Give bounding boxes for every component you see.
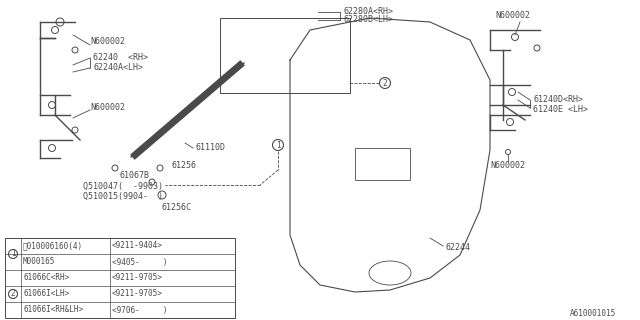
Text: 61066C<RH>: 61066C<RH>	[23, 274, 69, 283]
Circle shape	[159, 130, 164, 135]
Text: 61240E <LH>: 61240E <LH>	[533, 106, 588, 115]
Text: 1: 1	[11, 250, 15, 259]
Text: M000165: M000165	[23, 258, 56, 267]
Text: 61256C: 61256C	[162, 203, 192, 212]
Text: 2: 2	[11, 290, 15, 299]
Circle shape	[221, 76, 227, 81]
Bar	[220, 18, 350, 93]
Text: <9211-9705>: <9211-9705>	[112, 274, 163, 283]
Text: 61067B: 61067B	[120, 171, 150, 180]
Text: 61110D: 61110D	[195, 143, 225, 153]
Text: N600002: N600002	[90, 37, 125, 46]
Text: 61066I<LH>: 61066I<LH>	[23, 290, 69, 299]
Text: 61066I<RH&LH>: 61066I<RH&LH>	[23, 306, 83, 315]
Text: 62280A<RH>: 62280A<RH>	[343, 7, 393, 17]
Text: 62244: 62244	[445, 244, 470, 252]
Text: 61240D<RH>: 61240D<RH>	[533, 95, 583, 105]
Text: 2: 2	[383, 78, 387, 87]
Text: N600002: N600002	[90, 102, 125, 111]
Text: <9706-     ): <9706- )	[112, 306, 168, 315]
Text: 1: 1	[276, 140, 280, 149]
Text: 62240A<LH>: 62240A<LH>	[93, 63, 143, 73]
Text: Q510015(9904-  ): Q510015(9904- )	[83, 191, 163, 201]
Circle shape	[201, 94, 205, 99]
Text: Ⓑ010006160(4): Ⓑ010006160(4)	[23, 242, 83, 251]
Ellipse shape	[369, 261, 411, 285]
Text: <9211-9705>: <9211-9705>	[112, 290, 163, 299]
Text: <9405-     ): <9405- )	[112, 258, 168, 267]
Text: N600002: N600002	[490, 161, 525, 170]
Circle shape	[180, 112, 185, 117]
Text: 62280B<LH>: 62280B<LH>	[343, 15, 393, 25]
Text: Q510047(  -9903): Q510047( -9903)	[83, 181, 163, 190]
Text: N600002: N600002	[495, 11, 530, 20]
Circle shape	[143, 143, 148, 148]
Text: A610001015: A610001015	[570, 309, 616, 318]
Text: 61256: 61256	[172, 161, 197, 170]
Bar	[355, 148, 410, 180]
Bar	[5, 238, 235, 318]
Text: <9211-9404>: <9211-9404>	[112, 242, 163, 251]
Text: 62240  <RH>: 62240 <RH>	[93, 53, 148, 62]
